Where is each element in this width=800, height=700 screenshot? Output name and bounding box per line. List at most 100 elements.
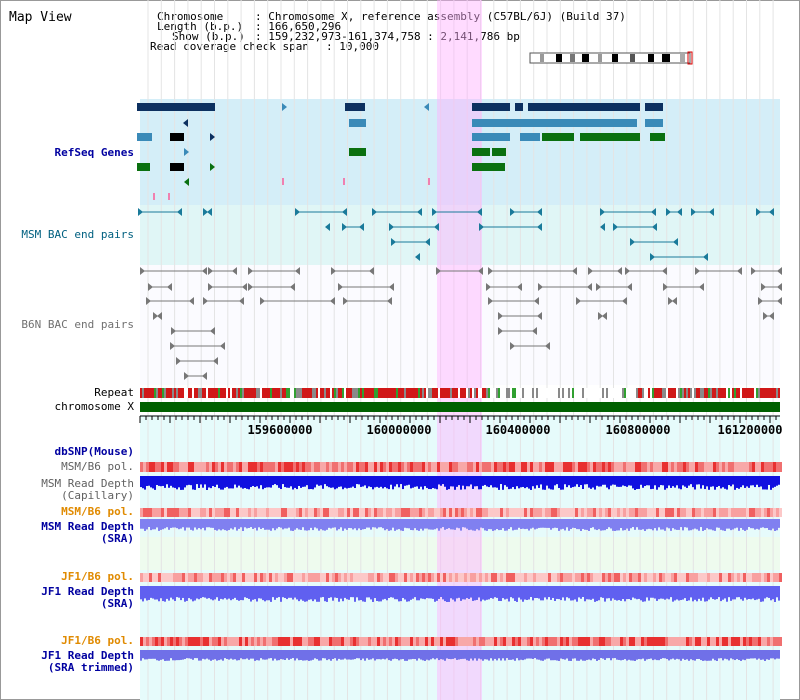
track-label-msm-depth-sra-1[interactable]: MSM Read Depth [41, 520, 134, 533]
pol-heat-cell [536, 508, 539, 517]
depth-bar [538, 476, 540, 488]
repeat-bar [362, 388, 364, 398]
track-label-msm-depth-cap-2[interactable]: (Capillary) [61, 489, 134, 502]
pol-heat-cell [683, 637, 686, 646]
depth-bar [212, 650, 214, 660]
depth-bar [196, 519, 198, 530]
pol-heat-cell [299, 508, 302, 517]
depth-bar [576, 476, 578, 485]
depth-bar [600, 650, 602, 659]
strand-arrow [538, 283, 543, 291]
pol-heat-cell [419, 508, 422, 517]
pol-heat-cell [401, 637, 404, 646]
depth-bar [258, 519, 260, 528]
depth-bar [342, 476, 344, 490]
repeat-bar [468, 388, 470, 398]
pol-heat-cell [395, 573, 398, 582]
pol-heat-cell [506, 462, 509, 472]
repeat-bar [232, 388, 234, 398]
track-label-refseq[interactable]: RefSeq Genes [54, 146, 134, 159]
pol-heat-cell [422, 637, 425, 646]
track-label-jf1-pol-1[interactable]: JF1/B6 pol. [61, 570, 134, 583]
depth-bar [170, 476, 172, 486]
depth-bar [450, 476, 452, 487]
depth-bar [312, 650, 314, 660]
depth-bar [608, 519, 610, 528]
track-label-msm-pol-2[interactable]: MSM/B6 pol. [61, 505, 134, 518]
depth-bar [548, 650, 550, 659]
pol-heat-cell [521, 462, 524, 472]
depth-bar [518, 519, 520, 528]
repeat-bar [526, 388, 528, 398]
pol-heat-cell [494, 637, 497, 646]
track-label-msm-depth-cap-1[interactable]: MSM Read Depth [41, 477, 134, 490]
pol-heat-cell [533, 462, 536, 472]
pol-heat-cell [707, 462, 710, 472]
track-label-jf1-pol-2[interactable]: JF1/B6 pol. [61, 634, 134, 647]
depth-bar [358, 650, 360, 659]
pol-heat-cell [662, 573, 665, 582]
track-label-msm-bac[interactable]: MSM BAC end pairs [21, 228, 134, 241]
track-label-chromosome[interactable]: chromosome X [54, 400, 134, 413]
depth-bar [632, 586, 634, 598]
depth-bar [722, 519, 724, 531]
depth-bar [510, 650, 512, 660]
pol-heat-cell [287, 573, 290, 582]
track-label-jf1-depth-sra-2[interactable]: (SRA) [100, 597, 134, 610]
strand-arrow [625, 267, 630, 275]
track-label-dbsnp[interactable]: dbSNP(Mouse) [54, 445, 134, 458]
pol-heat-cell [290, 508, 293, 517]
strand-arrow [769, 312, 774, 320]
pol-heat-cell [263, 508, 266, 517]
strand-arrow [248, 267, 253, 275]
depth-bar [432, 476, 434, 489]
depth-bar [144, 476, 146, 490]
depth-bar [372, 650, 374, 659]
depth-bar [198, 476, 200, 489]
track-label-jf1-depth-sra-1[interactable]: JF1 Read Depth [41, 585, 134, 598]
pol-heat-cell [584, 462, 587, 472]
depth-bar [592, 519, 594, 528]
strand-arrow [572, 267, 577, 275]
depth-bar [244, 476, 246, 489]
repeat-bar [664, 388, 666, 398]
show-key: Show (b.p.) [172, 30, 245, 43]
pol-heat-cell [776, 508, 779, 517]
depth-bar [454, 586, 456, 602]
pol-heat-cell [320, 508, 323, 517]
repeat-bar [336, 388, 338, 398]
repeat-bar [398, 388, 400, 398]
track-label-msm-depth-sra-2[interactable]: (SRA) [100, 532, 134, 545]
pol-heat-cell [464, 573, 467, 582]
repeat-bar [646, 388, 648, 398]
repeat-bar [202, 388, 204, 398]
pol-heat-cell [212, 573, 215, 582]
track-label-repeat[interactable]: Repeat [94, 386, 134, 399]
depth-bar [662, 586, 664, 599]
depth-bar [534, 519, 536, 530]
track-label-jf1-depth-trim-2[interactable]: (SRA trimmed) [47, 661, 134, 674]
depth-bar [280, 586, 282, 602]
repeat-bar [198, 388, 200, 398]
repeat-bar [770, 388, 772, 398]
depth-bar [748, 519, 750, 528]
pol-heat-cell [215, 637, 218, 646]
depth-bar [654, 519, 656, 529]
pol-heat-cell [626, 508, 629, 517]
pol-heat-cell [410, 573, 413, 582]
depth-bar [214, 476, 216, 487]
track-label-jf1-depth-trim-1[interactable]: JF1 Read Depth [41, 649, 134, 662]
depth-bar [736, 650, 738, 660]
depth-bar [292, 650, 294, 659]
track-label-msm-pol-1[interactable]: MSM/B6 pol. [61, 460, 134, 473]
track-label-b6n-bac[interactable]: B6N BAC end pairs [21, 318, 134, 331]
depth-bar [256, 650, 258, 661]
repeat-bar [162, 388, 164, 398]
depth-bar [714, 476, 716, 490]
depth-bar [456, 519, 458, 528]
pol-heat-cell [455, 508, 458, 517]
depth-bar [754, 650, 756, 659]
depth-bar [768, 650, 770, 660]
depth-bar [694, 476, 696, 490]
